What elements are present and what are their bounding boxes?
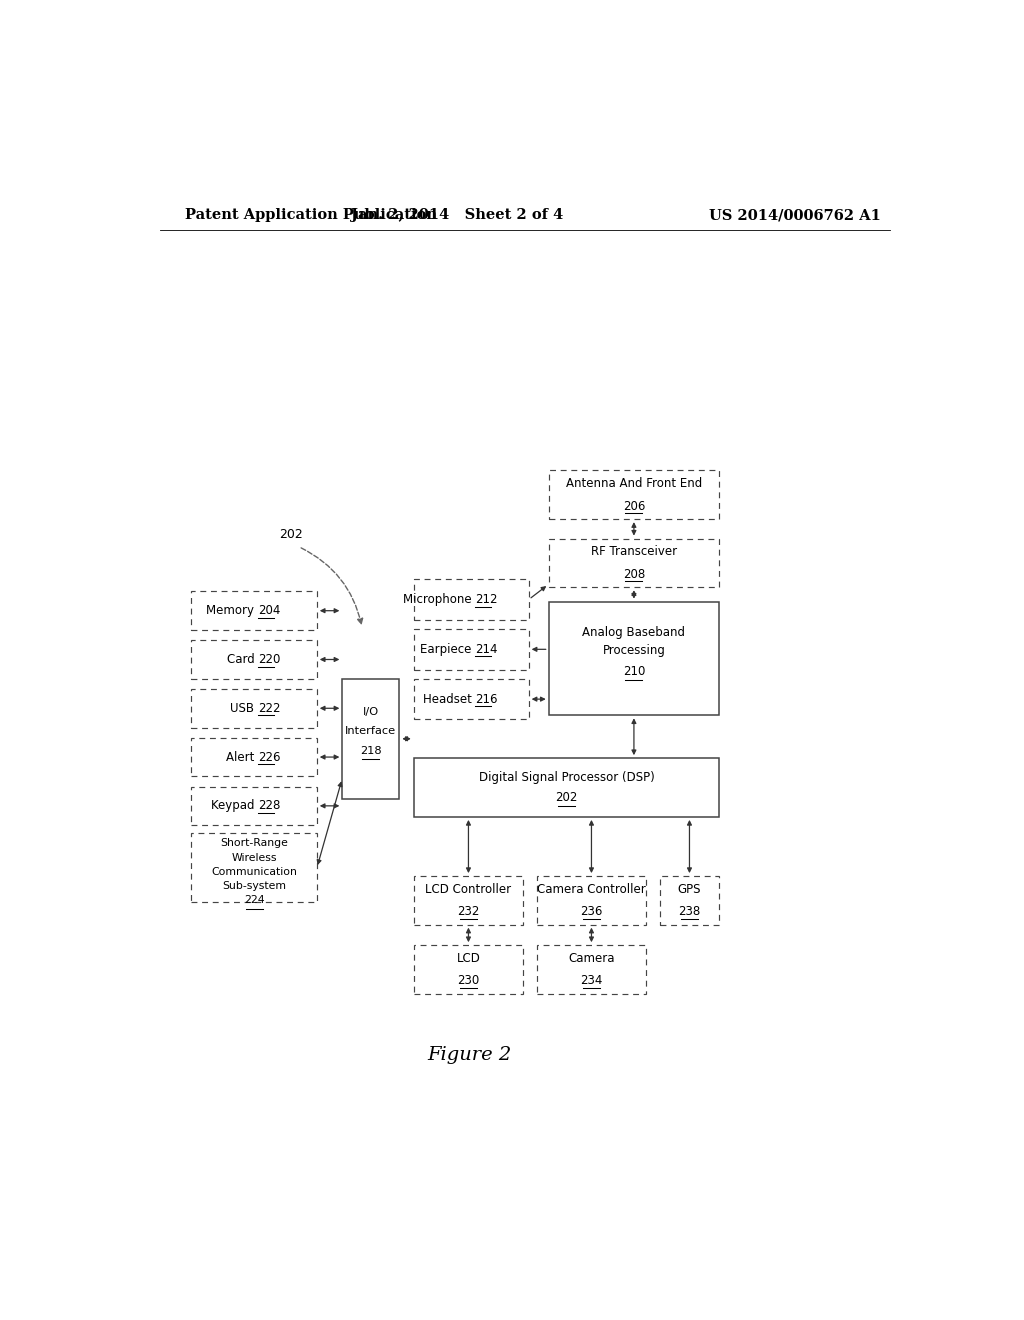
Text: 226: 226 <box>258 751 281 763</box>
Bar <box>537 945 646 994</box>
Text: Alert: Alert <box>226 751 258 763</box>
Text: 204: 204 <box>258 605 281 618</box>
Bar <box>659 876 719 925</box>
Bar <box>191 591 316 630</box>
Text: Digital Signal Processor (DSP): Digital Signal Processor (DSP) <box>478 771 654 784</box>
Text: 220: 220 <box>258 653 281 667</box>
Bar <box>191 833 316 903</box>
Bar <box>191 689 316 727</box>
Text: 202: 202 <box>279 528 302 541</box>
Text: 228: 228 <box>258 800 281 812</box>
Text: 238: 238 <box>678 906 700 917</box>
Text: RF Transceiver: RF Transceiver <box>591 545 677 558</box>
Bar <box>414 630 528 669</box>
Text: 206: 206 <box>623 499 645 512</box>
Text: LCD: LCD <box>457 952 480 965</box>
Bar <box>549 602 719 715</box>
Text: Communication: Communication <box>211 867 297 876</box>
Text: Camera: Camera <box>568 952 614 965</box>
Bar <box>414 945 523 994</box>
Text: Card: Card <box>226 653 258 667</box>
Bar <box>414 579 528 620</box>
Bar <box>549 539 719 587</box>
Text: Processing: Processing <box>602 644 666 657</box>
FancyArrowPatch shape <box>301 548 362 624</box>
Text: 224: 224 <box>244 895 264 906</box>
Bar <box>414 758 719 817</box>
Bar <box>191 738 316 776</box>
Text: GPS: GPS <box>678 883 701 896</box>
Text: Patent Application Publication: Patent Application Publication <box>185 209 437 222</box>
Text: 212: 212 <box>475 593 498 606</box>
Text: Interface: Interface <box>345 726 396 735</box>
Text: Wireless: Wireless <box>231 853 276 863</box>
Bar <box>342 678 399 799</box>
Text: 218: 218 <box>360 746 382 756</box>
Text: I/O: I/O <box>362 708 379 717</box>
Text: Camera Controller: Camera Controller <box>537 883 646 896</box>
Text: 230: 230 <box>458 974 479 987</box>
Text: 222: 222 <box>258 702 281 714</box>
Text: 236: 236 <box>581 906 603 917</box>
Text: 216: 216 <box>475 693 498 706</box>
Bar <box>191 640 316 678</box>
Text: Short-Range: Short-Range <box>220 838 288 849</box>
Text: Figure 2: Figure 2 <box>427 1045 511 1064</box>
Text: 232: 232 <box>458 906 479 917</box>
Bar <box>191 787 316 825</box>
Text: 210: 210 <box>623 665 645 678</box>
Bar <box>537 876 646 925</box>
Text: 214: 214 <box>475 643 498 656</box>
Text: Headset: Headset <box>423 693 475 706</box>
Text: Analog Baseband: Analog Baseband <box>583 626 685 639</box>
Text: Jan. 2, 2014   Sheet 2 of 4: Jan. 2, 2014 Sheet 2 of 4 <box>351 209 563 222</box>
Text: 208: 208 <box>623 568 645 581</box>
Text: LCD Controller: LCD Controller <box>425 883 512 896</box>
Bar <box>549 470 719 519</box>
Text: Keypad: Keypad <box>211 800 258 812</box>
Text: Memory: Memory <box>207 605 258 618</box>
Text: US 2014/0006762 A1: US 2014/0006762 A1 <box>709 209 881 222</box>
Text: Sub-system: Sub-system <box>222 882 286 891</box>
Text: Microphone: Microphone <box>402 593 475 606</box>
Text: 202: 202 <box>555 791 578 804</box>
Bar <box>414 876 523 925</box>
Text: USB: USB <box>230 702 258 714</box>
Text: 234: 234 <box>581 974 603 987</box>
Text: Antenna And Front End: Antenna And Front End <box>566 477 702 490</box>
Bar <box>414 678 528 719</box>
Text: Earpiece: Earpiece <box>420 643 475 656</box>
